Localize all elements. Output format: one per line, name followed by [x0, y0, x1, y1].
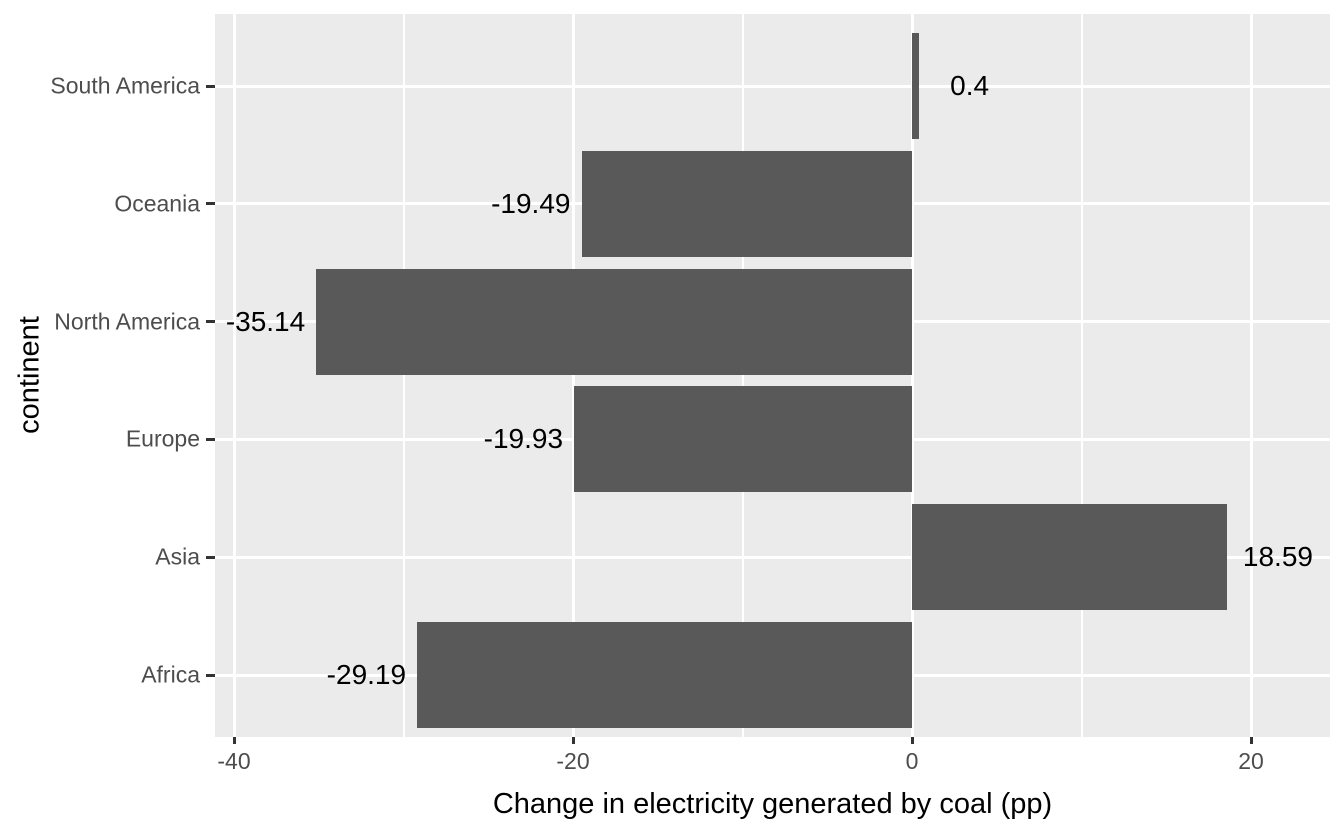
x-tick-label: 0 — [905, 748, 919, 774]
x-tick-mark — [910, 737, 914, 744]
major-gridline — [571, 14, 575, 737]
y-tick-mark — [206, 320, 215, 324]
y-tick-label: Europe — [125, 425, 200, 452]
bar — [417, 622, 912, 728]
bar — [912, 504, 1228, 611]
minor-gridline — [1080, 14, 1083, 737]
bar-value-label: 0.4 — [950, 70, 990, 101]
major-gridline — [1249, 14, 1253, 737]
bar-value-label: -19.93 — [483, 423, 564, 455]
x-tick-mark — [232, 737, 236, 744]
category-gridline — [215, 84, 1330, 88]
y-tick-label: Africa — [141, 661, 200, 688]
x-axis-title: Change in electricity generated by coal … — [492, 788, 1053, 820]
major-gridline — [232, 14, 236, 737]
minor-gridline — [402, 14, 405, 737]
x-tick-label: -40 — [217, 748, 251, 774]
x-tick-mark — [1249, 737, 1253, 744]
plot-panel: 0.4 -19.49 -35.14 -19.93 18.59 -29.19 — [215, 14, 1330, 737]
y-tick-mark — [206, 437, 215, 441]
minor-gridline — [741, 14, 744, 737]
bar-value-label: -29.19 — [326, 659, 407, 690]
y-tick-label: South America — [50, 72, 200, 99]
x-tick-label: 20 — [1238, 748, 1264, 774]
y-tick-label: Asia — [155, 543, 200, 570]
y-tick-mark — [206, 555, 215, 559]
y-axis-title: continent — [13, 316, 46, 434]
bar — [581, 150, 912, 257]
bar-value-label: -19.49 — [491, 187, 571, 219]
y-tick-label: North America — [54, 308, 200, 335]
x-tick-label: -20 — [556, 748, 590, 774]
y-tick-mark — [206, 202, 215, 206]
y-tick-mark — [206, 673, 215, 677]
bar-value-label: 18.59 — [1242, 541, 1313, 573]
category-gridline — [215, 555, 1330, 559]
major-gridline — [910, 14, 914, 737]
bar — [316, 268, 912, 375]
y-tick-label: Oceania — [114, 190, 200, 217]
bar — [574, 386, 912, 493]
bar — [912, 33, 919, 139]
bar-value-label: -35.14 — [225, 305, 306, 337]
x-tick-mark — [571, 737, 575, 744]
y-tick-mark — [206, 84, 215, 88]
